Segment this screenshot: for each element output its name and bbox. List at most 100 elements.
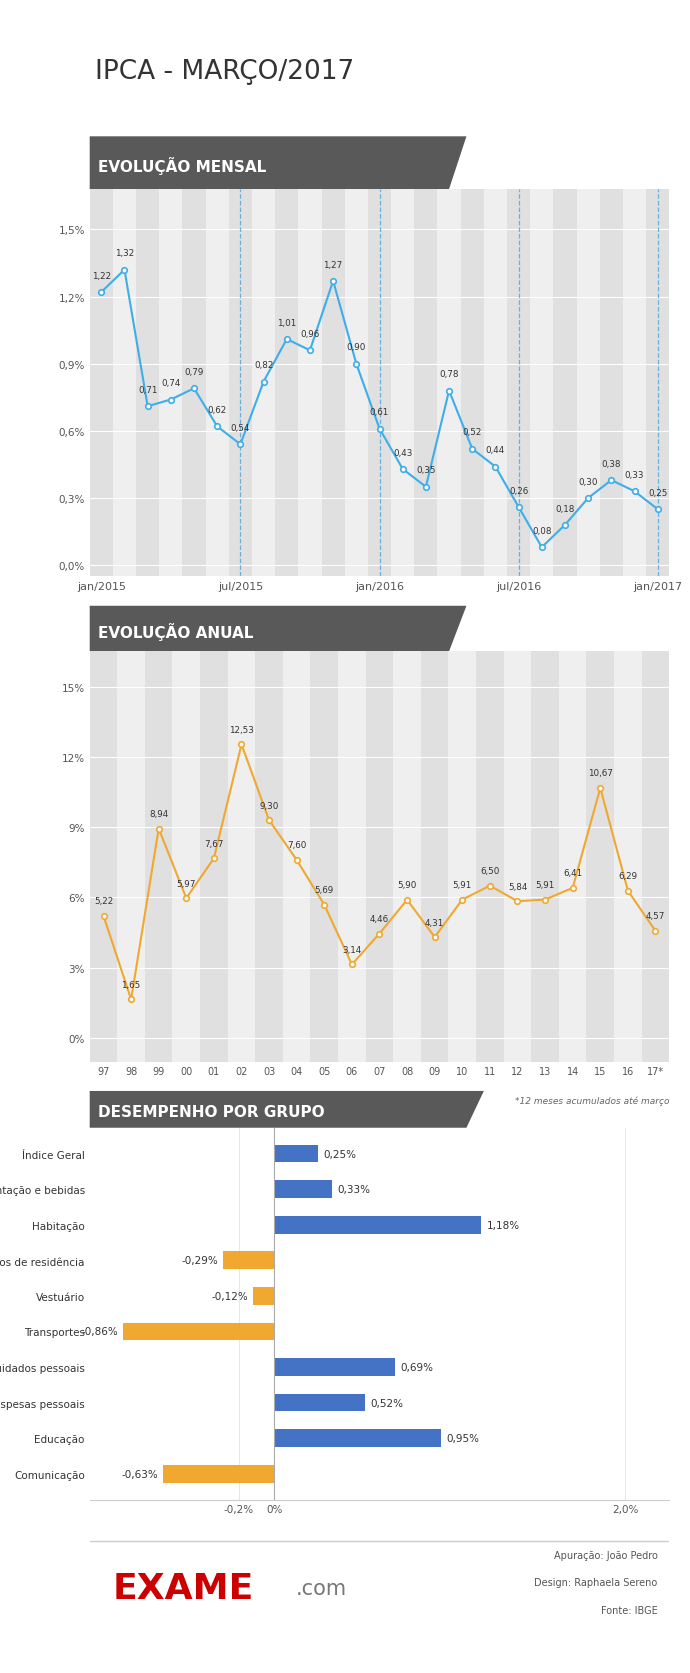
Text: 0,33: 0,33 — [624, 470, 644, 480]
Bar — [553, 191, 577, 577]
Text: 0,08: 0,08 — [532, 527, 551, 535]
Text: 9,30: 9,30 — [259, 801, 279, 810]
Bar — [172, 652, 200, 1062]
Bar — [117, 652, 145, 1062]
Bar — [504, 652, 531, 1062]
Bar — [274, 1358, 395, 1377]
Text: Fonte: IBGE: Fonte: IBGE — [601, 1604, 658, 1614]
Text: 0,52: 0,52 — [462, 428, 482, 437]
Bar — [322, 191, 345, 577]
Text: 0,69%: 0,69% — [401, 1362, 433, 1372]
Text: 0,33%: 0,33% — [337, 1184, 371, 1195]
Text: 0,30: 0,30 — [578, 477, 598, 487]
Text: IPCA - MARÇO/2017: IPCA - MARÇO/2017 — [95, 59, 355, 85]
Bar — [484, 191, 507, 577]
Text: *12 meses acumulados até março: *12 meses acumulados até março — [515, 1096, 669, 1104]
Text: 0,25: 0,25 — [648, 489, 667, 497]
Text: 7,67: 7,67 — [204, 840, 224, 848]
Bar — [90, 191, 113, 577]
Text: 0,74: 0,74 — [161, 380, 181, 388]
Text: 0,96: 0,96 — [300, 330, 319, 338]
Text: EVOLUÇÃO MENSAL: EVOLUÇÃO MENSAL — [99, 157, 266, 176]
Bar — [391, 191, 414, 577]
Bar — [642, 652, 669, 1062]
Text: -0,12%: -0,12% — [211, 1292, 248, 1302]
Text: 0,35: 0,35 — [416, 467, 435, 475]
Bar — [366, 652, 393, 1062]
Text: 5,69: 5,69 — [315, 885, 334, 895]
Bar — [338, 652, 366, 1062]
Bar — [283, 652, 310, 1062]
Bar — [646, 191, 669, 577]
Text: Design: Raphaela Sereno: Design: Raphaela Sereno — [535, 1578, 658, 1588]
Bar — [414, 191, 437, 577]
Bar — [159, 191, 182, 577]
Bar — [368, 191, 391, 577]
Text: EXAME: EXAME — [113, 1571, 254, 1606]
Bar — [448, 652, 476, 1062]
Text: 3,14: 3,14 — [342, 945, 362, 954]
Text: 0,90: 0,90 — [346, 343, 366, 353]
Text: 0,54: 0,54 — [230, 423, 250, 433]
Bar — [274, 1216, 482, 1235]
Text: 1,32: 1,32 — [115, 249, 134, 258]
Bar — [182, 191, 206, 577]
Bar — [274, 1144, 318, 1163]
Bar — [310, 652, 338, 1062]
Bar — [345, 191, 368, 577]
Bar — [123, 1323, 274, 1340]
Bar — [614, 652, 642, 1062]
Text: 6,29: 6,29 — [618, 872, 638, 880]
Bar — [437, 191, 461, 577]
Bar — [164, 1466, 274, 1482]
Text: 5,84: 5,84 — [508, 882, 527, 892]
Text: 6,41: 6,41 — [563, 868, 582, 878]
Text: 5,91: 5,91 — [453, 880, 472, 890]
Text: 0,43: 0,43 — [393, 448, 413, 457]
Text: 4,31: 4,31 — [425, 918, 444, 927]
Text: 1,18%: 1,18% — [486, 1220, 520, 1230]
Bar — [577, 191, 600, 577]
Text: -0,29%: -0,29% — [181, 1255, 218, 1265]
Bar — [136, 191, 159, 577]
Text: 0,25%: 0,25% — [324, 1149, 356, 1159]
Bar — [461, 191, 484, 577]
Bar — [200, 652, 228, 1062]
Bar — [255, 652, 283, 1062]
Bar — [274, 1429, 441, 1447]
Text: Apuração: João Pedro: Apuração: João Pedro — [554, 1549, 658, 1559]
Bar — [274, 1181, 332, 1198]
Text: 4,57: 4,57 — [646, 912, 665, 920]
Bar — [298, 191, 322, 577]
Text: 0,18: 0,18 — [555, 504, 575, 514]
Bar — [559, 652, 586, 1062]
Text: 12,53: 12,53 — [229, 726, 254, 734]
Text: 0,82: 0,82 — [254, 361, 273, 370]
Bar — [531, 652, 559, 1062]
Text: .com: .com — [295, 1578, 346, 1598]
Polygon shape — [90, 1091, 484, 1128]
Bar — [530, 191, 553, 577]
Polygon shape — [90, 606, 466, 652]
Text: -0,63%: -0,63% — [121, 1469, 158, 1479]
Text: 1,65: 1,65 — [121, 980, 141, 989]
Bar — [421, 652, 448, 1062]
Bar — [586, 652, 614, 1062]
Polygon shape — [90, 137, 466, 191]
Bar — [253, 1287, 274, 1305]
Text: 8,94: 8,94 — [149, 810, 168, 818]
Text: 0,38: 0,38 — [602, 460, 621, 468]
Bar — [206, 191, 229, 577]
Bar — [113, 191, 136, 577]
Text: 5,22: 5,22 — [94, 897, 113, 905]
Text: 0,52%: 0,52% — [371, 1397, 404, 1407]
Text: 1,22: 1,22 — [92, 271, 111, 281]
Text: DESEMPENHO POR GRUPO: DESEMPENHO POR GRUPO — [99, 1104, 325, 1119]
Text: 10,67: 10,67 — [588, 770, 613, 778]
Bar — [252, 191, 275, 577]
Bar — [393, 652, 421, 1062]
Text: 0,44: 0,44 — [486, 447, 505, 455]
Text: -0,86%: -0,86% — [81, 1327, 118, 1337]
Bar — [275, 191, 298, 577]
Text: 0,79: 0,79 — [184, 368, 204, 376]
